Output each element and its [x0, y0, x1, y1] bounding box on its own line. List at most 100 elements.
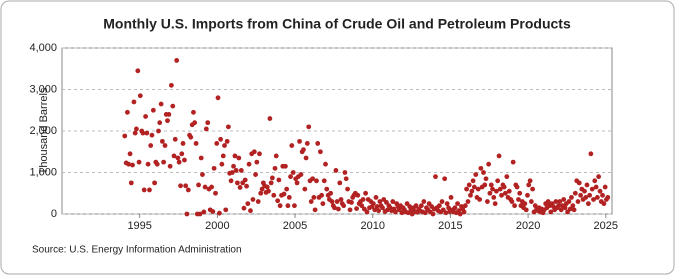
data-point [144, 130, 150, 136]
data-point [465, 199, 471, 204]
data-point [315, 141, 321, 146]
data-point [233, 168, 239, 173]
data-point [220, 153, 226, 159]
y-tick-label: 1,000 [29, 166, 57, 178]
data-point [166, 112, 172, 117]
x-tick-label: 1995 [127, 220, 151, 232]
data-point [562, 205, 568, 211]
data-point [301, 147, 306, 153]
data-point [149, 132, 155, 138]
data-point [122, 133, 128, 139]
data-point [211, 165, 217, 171]
data-point [292, 203, 297, 209]
data-point [355, 192, 361, 198]
data-point [310, 176, 316, 182]
data-point [329, 199, 335, 204]
data-point [210, 209, 216, 214]
data-point [452, 205, 458, 211]
data-point [567, 206, 573, 212]
data-point [276, 177, 282, 183]
data-point [130, 162, 135, 168]
data-point [223, 207, 229, 213]
data-point [486, 161, 492, 167]
data-point [321, 178, 327, 184]
data-point [209, 184, 215, 190]
data-point [334, 199, 340, 204]
data-point [473, 172, 479, 177]
data-point [131, 99, 137, 105]
data-point [179, 151, 185, 157]
data-point [136, 159, 142, 165]
data-point [443, 210, 449, 216]
data-point [273, 153, 279, 159]
data-point [147, 187, 152, 193]
data-point [225, 124, 231, 130]
data-point [593, 184, 599, 190]
data-point [439, 199, 445, 204]
data-point [413, 203, 419, 209]
data-point [601, 201, 607, 207]
data-point [214, 141, 220, 146]
data-point [517, 190, 523, 196]
data-point [127, 151, 133, 157]
data-point [143, 114, 148, 119]
data-point [418, 203, 424, 209]
data-point [191, 109, 196, 115]
data-point [271, 192, 277, 198]
data-point [591, 197, 596, 202]
data-point [566, 199, 572, 204]
data-point [589, 186, 595, 192]
data-point [530, 186, 536, 192]
data-point [254, 159, 260, 165]
data-point [268, 180, 274, 186]
data-point [183, 183, 189, 189]
data-point [359, 203, 365, 209]
data-point [222, 143, 227, 148]
data-point [178, 183, 183, 189]
chart-title: Monthly U.S. Imports from China of Crude… [103, 16, 571, 32]
data-point [525, 192, 530, 198]
data-point [229, 170, 235, 175]
data-point [202, 184, 208, 190]
data-point [503, 190, 508, 196]
data-point [302, 186, 308, 192]
data-point [347, 207, 353, 213]
data-point [213, 190, 218, 196]
y-axis-label: Thousand Barrels [38, 87, 50, 174]
data-point [376, 208, 382, 214]
data-point [196, 182, 201, 188]
data-point [380, 205, 385, 211]
data-point [444, 201, 450, 207]
data-point [527, 178, 533, 184]
data-point [140, 130, 146, 136]
data-point [481, 170, 486, 175]
data-point [219, 161, 225, 167]
data-point [304, 141, 310, 146]
data-point [553, 199, 559, 204]
data-point [510, 159, 516, 165]
data-point [250, 197, 256, 202]
data-point [253, 172, 258, 177]
data-point [484, 199, 490, 204]
data-point [192, 120, 198, 126]
data-point [377, 199, 383, 204]
data-point [490, 186, 495, 192]
data-point [242, 177, 248, 183]
data-point [470, 178, 476, 184]
y-tick-label: 3,000 [29, 83, 57, 95]
y-tick-label: 4,000 [29, 42, 57, 54]
data-point [275, 198, 281, 204]
data-point [258, 190, 264, 196]
data-point [237, 185, 243, 190]
data-point [272, 165, 278, 171]
data-point [477, 197, 483, 202]
data-point [494, 188, 499, 194]
data-point [528, 199, 534, 204]
data-point [455, 201, 460, 207]
data-point [205, 120, 211, 126]
data-point [430, 211, 436, 217]
y-tick-label: 2,000 [29, 125, 57, 137]
data-point [471, 184, 477, 190]
data-point [176, 159, 182, 165]
data-point [180, 141, 186, 146]
